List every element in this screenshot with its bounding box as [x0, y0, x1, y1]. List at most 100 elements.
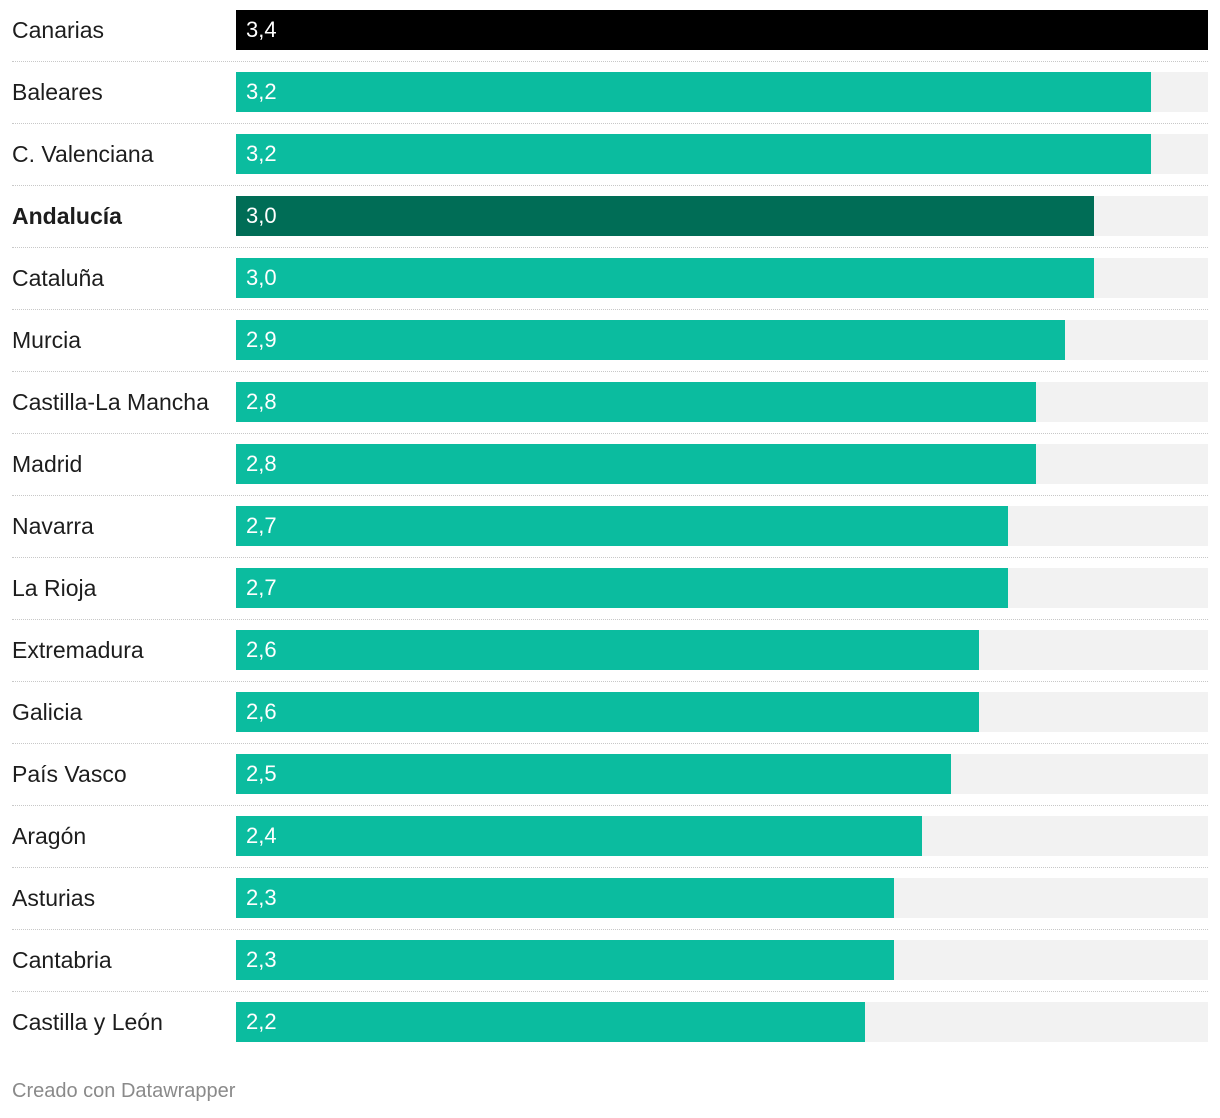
bar-track: 2,8: [236, 382, 1208, 422]
category-label: Cantabria: [12, 947, 112, 973]
bar[interactable]: 3,2: [236, 72, 1151, 112]
category-label: Navarra: [12, 513, 94, 539]
category-label: Cataluña: [12, 265, 105, 291]
row-separator: [12, 495, 1208, 496]
bar-row: Andalucía 3,0: [0, 196, 1220, 258]
value-label: 3,2: [246, 79, 277, 104]
bar-track: 2,4: [236, 816, 1208, 856]
value-label: 2,3: [246, 947, 277, 972]
value-label: 2,6: [246, 637, 277, 662]
row-separator: [12, 247, 1208, 248]
row-separator: [12, 743, 1208, 744]
row-separator: [12, 371, 1208, 372]
bar-track: 2,8: [236, 444, 1208, 484]
bar[interactable]: 2,3: [236, 878, 894, 918]
bar-track: 2,5: [236, 754, 1208, 794]
value-label: 2,6: [246, 699, 277, 724]
row-separator: [12, 867, 1208, 868]
bar-track: 2,7: [236, 568, 1208, 608]
bar-track: 2,3: [236, 878, 1208, 918]
bar-track: 2,6: [236, 630, 1208, 670]
bar-track: 2,7: [236, 506, 1208, 546]
value-label: 2,7: [246, 575, 277, 600]
value-label: 2,7: [246, 513, 277, 538]
bar[interactable]: 2,5: [236, 754, 951, 794]
bar-row: Castilla y León 2,2: [0, 1002, 1220, 1064]
bar[interactable]: 2,3: [236, 940, 894, 980]
bar-row: C. Valenciana 3,2: [0, 134, 1220, 196]
value-label: 2,8: [246, 389, 277, 414]
bar-row: Galicia 2,6: [0, 692, 1220, 754]
category-label: La Rioja: [12, 575, 97, 601]
bar-track: 3,0: [236, 258, 1208, 298]
row-separator: [12, 619, 1208, 620]
value-label: 2,8: [246, 451, 277, 476]
value-label: 3,2: [246, 141, 277, 166]
category-label: Aragón: [12, 823, 87, 849]
bar-track: 3,2: [236, 72, 1208, 112]
bar-track: 3,0: [236, 196, 1208, 236]
category-label: Baleares: [12, 79, 103, 105]
value-label: 3,0: [246, 203, 277, 228]
bar-chart: Canarias 3,4 Baleares 3,2 C. Valenciana 3,2 An…: [0, 10, 1220, 1042]
row-separator: [12, 433, 1208, 434]
bar-row: Baleares 3,2: [0, 72, 1220, 134]
bar-row: Extremadura 2,6: [0, 630, 1220, 692]
bar[interactable]: 2,4: [236, 816, 922, 856]
category-label: Asturias: [12, 885, 96, 911]
category-label: Canarias: [12, 17, 105, 43]
bar-row: Navarra 2,7: [0, 506, 1220, 568]
bar[interactable]: 2,8: [236, 444, 1036, 484]
bar-track: 3,4: [236, 10, 1208, 50]
bar[interactable]: 2,6: [236, 630, 979, 670]
bar-row: Aragón 2,4: [0, 816, 1220, 878]
bar-row: Madrid 2,8: [0, 444, 1220, 506]
category-label: Castilla-La Mancha: [12, 389, 209, 415]
row-separator: [12, 557, 1208, 558]
bar[interactable]: 2,9: [236, 320, 1065, 360]
bar[interactable]: 2,7: [236, 568, 1008, 608]
bar-row: La Rioja 2,7: [0, 568, 1220, 630]
bar-row: Cantabria 2,3: [0, 940, 1220, 1002]
bar[interactable]: 3,2: [236, 134, 1151, 174]
bar-row: Castilla-La Mancha 2,8: [0, 382, 1220, 444]
row-separator: [12, 123, 1208, 124]
row-separator: [12, 61, 1208, 62]
row-separator: [12, 929, 1208, 930]
category-label: Extremadura: [12, 637, 144, 663]
bar-row: Canarias 3,4: [0, 10, 1220, 72]
bar[interactable]: 3,4: [236, 10, 1208, 50]
value-label: 3,4: [246, 17, 277, 42]
bar[interactable]: 2,6: [236, 692, 979, 732]
category-label: País Vasco: [12, 761, 127, 787]
row-separator: [12, 309, 1208, 310]
category-label: Galicia: [12, 699, 83, 725]
bar-row: Murcia 2,9: [0, 320, 1220, 382]
credit-text[interactable]: Creado con Datawrapper: [12, 1080, 236, 1102]
value-label: 2,2: [246, 1009, 277, 1034]
category-label: Andalucía: [12, 203, 122, 229]
bar-track: 2,9: [236, 320, 1208, 360]
bar-track: 2,2: [236, 1002, 1208, 1042]
bar[interactable]: 3,0: [236, 196, 1094, 236]
bar[interactable]: 2,2: [236, 1002, 865, 1042]
category-label: Madrid: [12, 451, 83, 477]
bar[interactable]: 2,8: [236, 382, 1036, 422]
value-label: 2,3: [246, 885, 277, 910]
row-separator: [12, 185, 1208, 186]
value-label: 2,9: [246, 327, 277, 352]
bar[interactable]: 3,0: [236, 258, 1094, 298]
bar-row: Asturias 2,3: [0, 878, 1220, 940]
bar-track: 2,3: [236, 940, 1208, 980]
bar[interactable]: 2,7: [236, 506, 1008, 546]
value-label: 2,5: [246, 761, 277, 786]
category-label: Castilla y León: [12, 1009, 163, 1035]
bar-row: Cataluña 3,0: [0, 258, 1220, 320]
value-label: 3,0: [246, 265, 277, 290]
row-separator: [12, 805, 1208, 806]
value-label: 2,4: [246, 823, 277, 848]
bar-row: País Vasco 2,5: [0, 754, 1220, 816]
category-label: Murcia: [12, 327, 82, 353]
category-label: C. Valenciana: [12, 141, 154, 167]
row-separator: [12, 681, 1208, 682]
